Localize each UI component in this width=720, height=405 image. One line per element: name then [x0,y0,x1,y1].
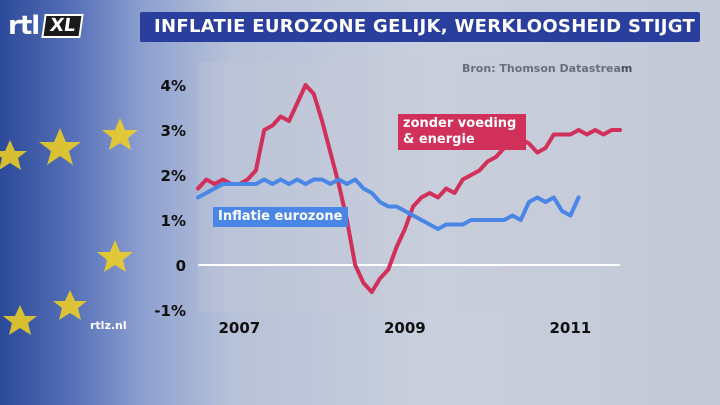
star-icon [97,240,133,272]
x-tick-label: 2009 [384,319,426,337]
y-tick-label: 1% [161,212,186,230]
series-line-headline-inflation [196,177,581,231]
y-tick-label: 0 [176,257,186,275]
logo-rtl-text: rtl [8,11,40,41]
watermark: rtlz.nl [90,319,127,332]
series-label-core: zonder voeding & energie [398,114,526,150]
series-line-core-inflation [196,83,622,294]
y-tick-label: -1% [154,302,186,320]
star-icon [102,118,138,150]
star-icon [0,140,27,170]
title-bar: INFLATIE EUROZONE GELIJK, WERKLOOSHEID S… [140,12,700,42]
star-icon [53,290,87,320]
page-title: INFLATIE EUROZONE GELIJK, WERKLOOSHEID S… [154,16,696,37]
star-icon [3,305,37,335]
y-tick-label: 2% [161,167,186,185]
x-tick-label: 2007 [218,319,260,337]
series-label-headline: Inflatie eurozone [213,207,348,227]
y-tick-label: 3% [161,122,186,140]
source-label: Bron: Thomson Datastream [462,62,633,75]
plot-area [198,62,620,312]
rtl-xl-logo: rtl XL [8,11,128,41]
star-icon [39,128,81,165]
x-tick-label: 2011 [549,319,591,337]
eu-flag-stars [0,118,138,335]
y-tick-label: 4% [161,77,186,95]
